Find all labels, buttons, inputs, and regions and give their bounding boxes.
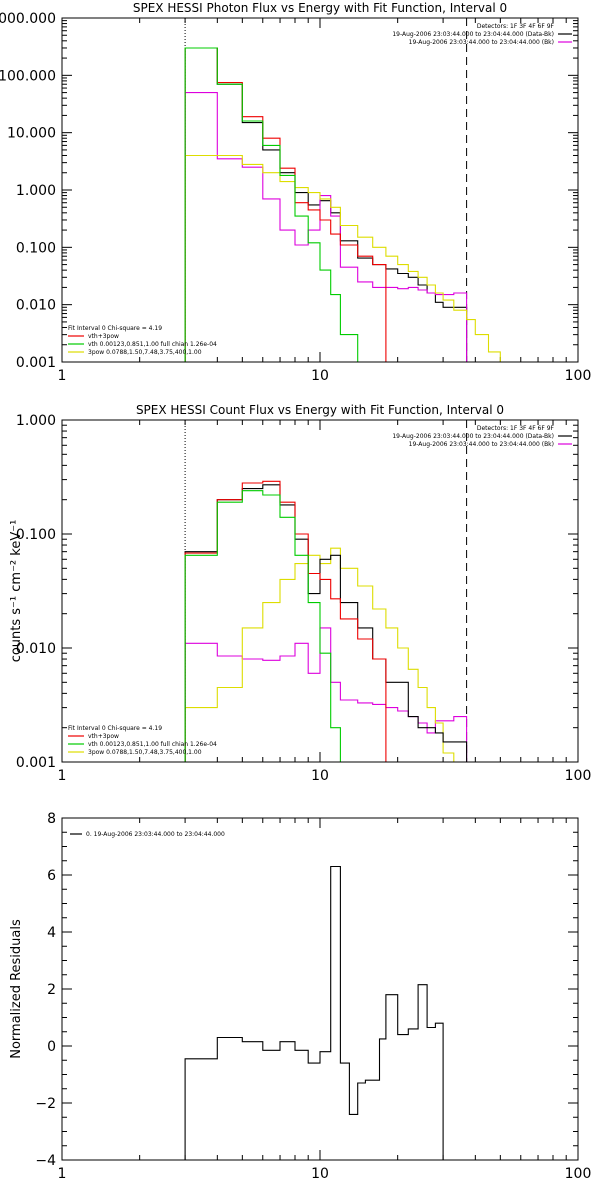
series-4-step-line xyxy=(184,480,387,762)
legend-entry: Detectors: 1F 3F 4F 6F 9F xyxy=(477,23,555,30)
series-1-step-line xyxy=(184,47,468,362)
plot-frame xyxy=(61,817,579,1161)
y-axis-label: Normalized Residuals xyxy=(9,919,24,1059)
legend-entry: 19-Aug-2006 23:03:44.000 to 23:04:44.000… xyxy=(409,441,554,448)
plot-frame xyxy=(61,419,579,763)
x-tick-label: 1 xyxy=(58,1166,67,1182)
y-tick-label: 0.100 xyxy=(16,527,56,543)
y-axis-label: counts s⁻¹ cm⁻² keV⁻¹ xyxy=(9,520,24,663)
x-axis-ticks xyxy=(61,18,567,362)
x-tick-label: 10 xyxy=(311,768,329,784)
series-5-step-line xyxy=(184,47,374,362)
legend-entry: vth+3pow xyxy=(88,733,119,740)
legend-entry: Fit Interval 0 Chi-square = 4.19 xyxy=(68,725,162,732)
series-1-step-line xyxy=(184,627,468,762)
legend-entry: vth+3pow xyxy=(88,333,119,340)
series-5-step-line xyxy=(184,490,359,762)
y-tick-label: 0.100 xyxy=(16,240,56,256)
legend-entry: Detectors: 1F 3F 4F 6F 9F xyxy=(477,425,555,432)
y-tick-label: 0 xyxy=(47,1039,56,1055)
y-tick-label: −4 xyxy=(35,1153,56,1169)
x-tick-label: 100 xyxy=(565,768,592,784)
y-tick-label: 1.000 xyxy=(16,413,56,429)
x-tick-label: 10 xyxy=(311,368,329,384)
legend-entry: 19-Aug-2006 23:03:44.000 to 23:04:44.000… xyxy=(409,39,554,46)
legend-entry: Fit Interval 0 Chi-square = 4.19 xyxy=(68,325,162,332)
y-tick-label: 0.010 xyxy=(16,298,56,314)
legend-entry: 0. 19-Aug-2006 23:03:44.000 to 23:04:44.… xyxy=(86,831,225,838)
y-tick-label: 4 xyxy=(47,925,56,941)
y-tick-label: 10.000 xyxy=(7,126,56,142)
y-tick-label: 2 xyxy=(47,982,56,998)
y-axis-ticks xyxy=(62,424,578,763)
y-tick-label: 6 xyxy=(47,868,56,884)
series-3-step-line xyxy=(184,154,501,362)
x-axis-ticks xyxy=(61,420,567,762)
x-tick-label: 1 xyxy=(58,768,67,784)
x-tick-label: 10 xyxy=(311,1166,329,1182)
legend-entry: 3pow 0.0788,1.50,7.48,3.75,400,1.00 xyxy=(88,349,202,356)
x-tick-label: 100 xyxy=(565,368,592,384)
legend-entry: vth 0.00123,0.851,1.00 full chian 1.26e-… xyxy=(88,741,217,748)
y-axis-ticks xyxy=(62,20,578,363)
legend-entry: 19-Aug-2006 23:03:44.000 to 23:04:44.000… xyxy=(392,31,554,38)
series-3-step-line xyxy=(184,484,468,762)
y-tick-label: 0.001 xyxy=(16,355,56,371)
x-tick-label: 100 xyxy=(565,1166,592,1182)
chart-panel-1: SPEX HESSI Photon Flux vs Energy with Fi… xyxy=(0,1,591,384)
chart-panel-2: SPEX HESSI Count Flux vs Energy with Fit… xyxy=(9,403,592,784)
chart-title: SPEX HESSI Photon Flux vs Energy with Fi… xyxy=(133,1,507,15)
series-1-step-line xyxy=(184,865,444,1160)
legend-entry: vth 0.00123,0.851,1.00 full chian 1.26e-… xyxy=(88,341,217,348)
y-tick-label: 0.010 xyxy=(16,641,56,657)
chart-title: SPEX HESSI Count Flux vs Energy with Fit… xyxy=(136,403,504,417)
legend-entry: 3pow 0.0788,1.50,7.48,3.75,400,1.00 xyxy=(88,749,202,756)
x-tick-label: 1 xyxy=(58,368,67,384)
series-4-step-line xyxy=(184,47,387,362)
y-tick-label: 100.000 xyxy=(0,68,56,84)
chart-panel-3: Normalized Residuals 1 10 100 −4 −2 0 2 4 6 8 0. 19… xyxy=(9,811,591,1182)
y-tick-label: 8 xyxy=(47,811,56,827)
y-tick-label: −2 xyxy=(35,1096,56,1112)
plot-frame xyxy=(61,17,579,363)
series-2-step-line xyxy=(184,92,468,362)
y-axis-ticks xyxy=(62,817,578,1161)
y-tick-label: 0.001 xyxy=(16,755,56,771)
series-2-step-line xyxy=(184,547,455,762)
y-tick-label: 1.000 xyxy=(16,183,56,199)
legend-entry: 19-Aug-2006 23:03:44.000 to 23:04:44.000… xyxy=(392,433,554,440)
x-axis-ticks xyxy=(61,818,567,1160)
